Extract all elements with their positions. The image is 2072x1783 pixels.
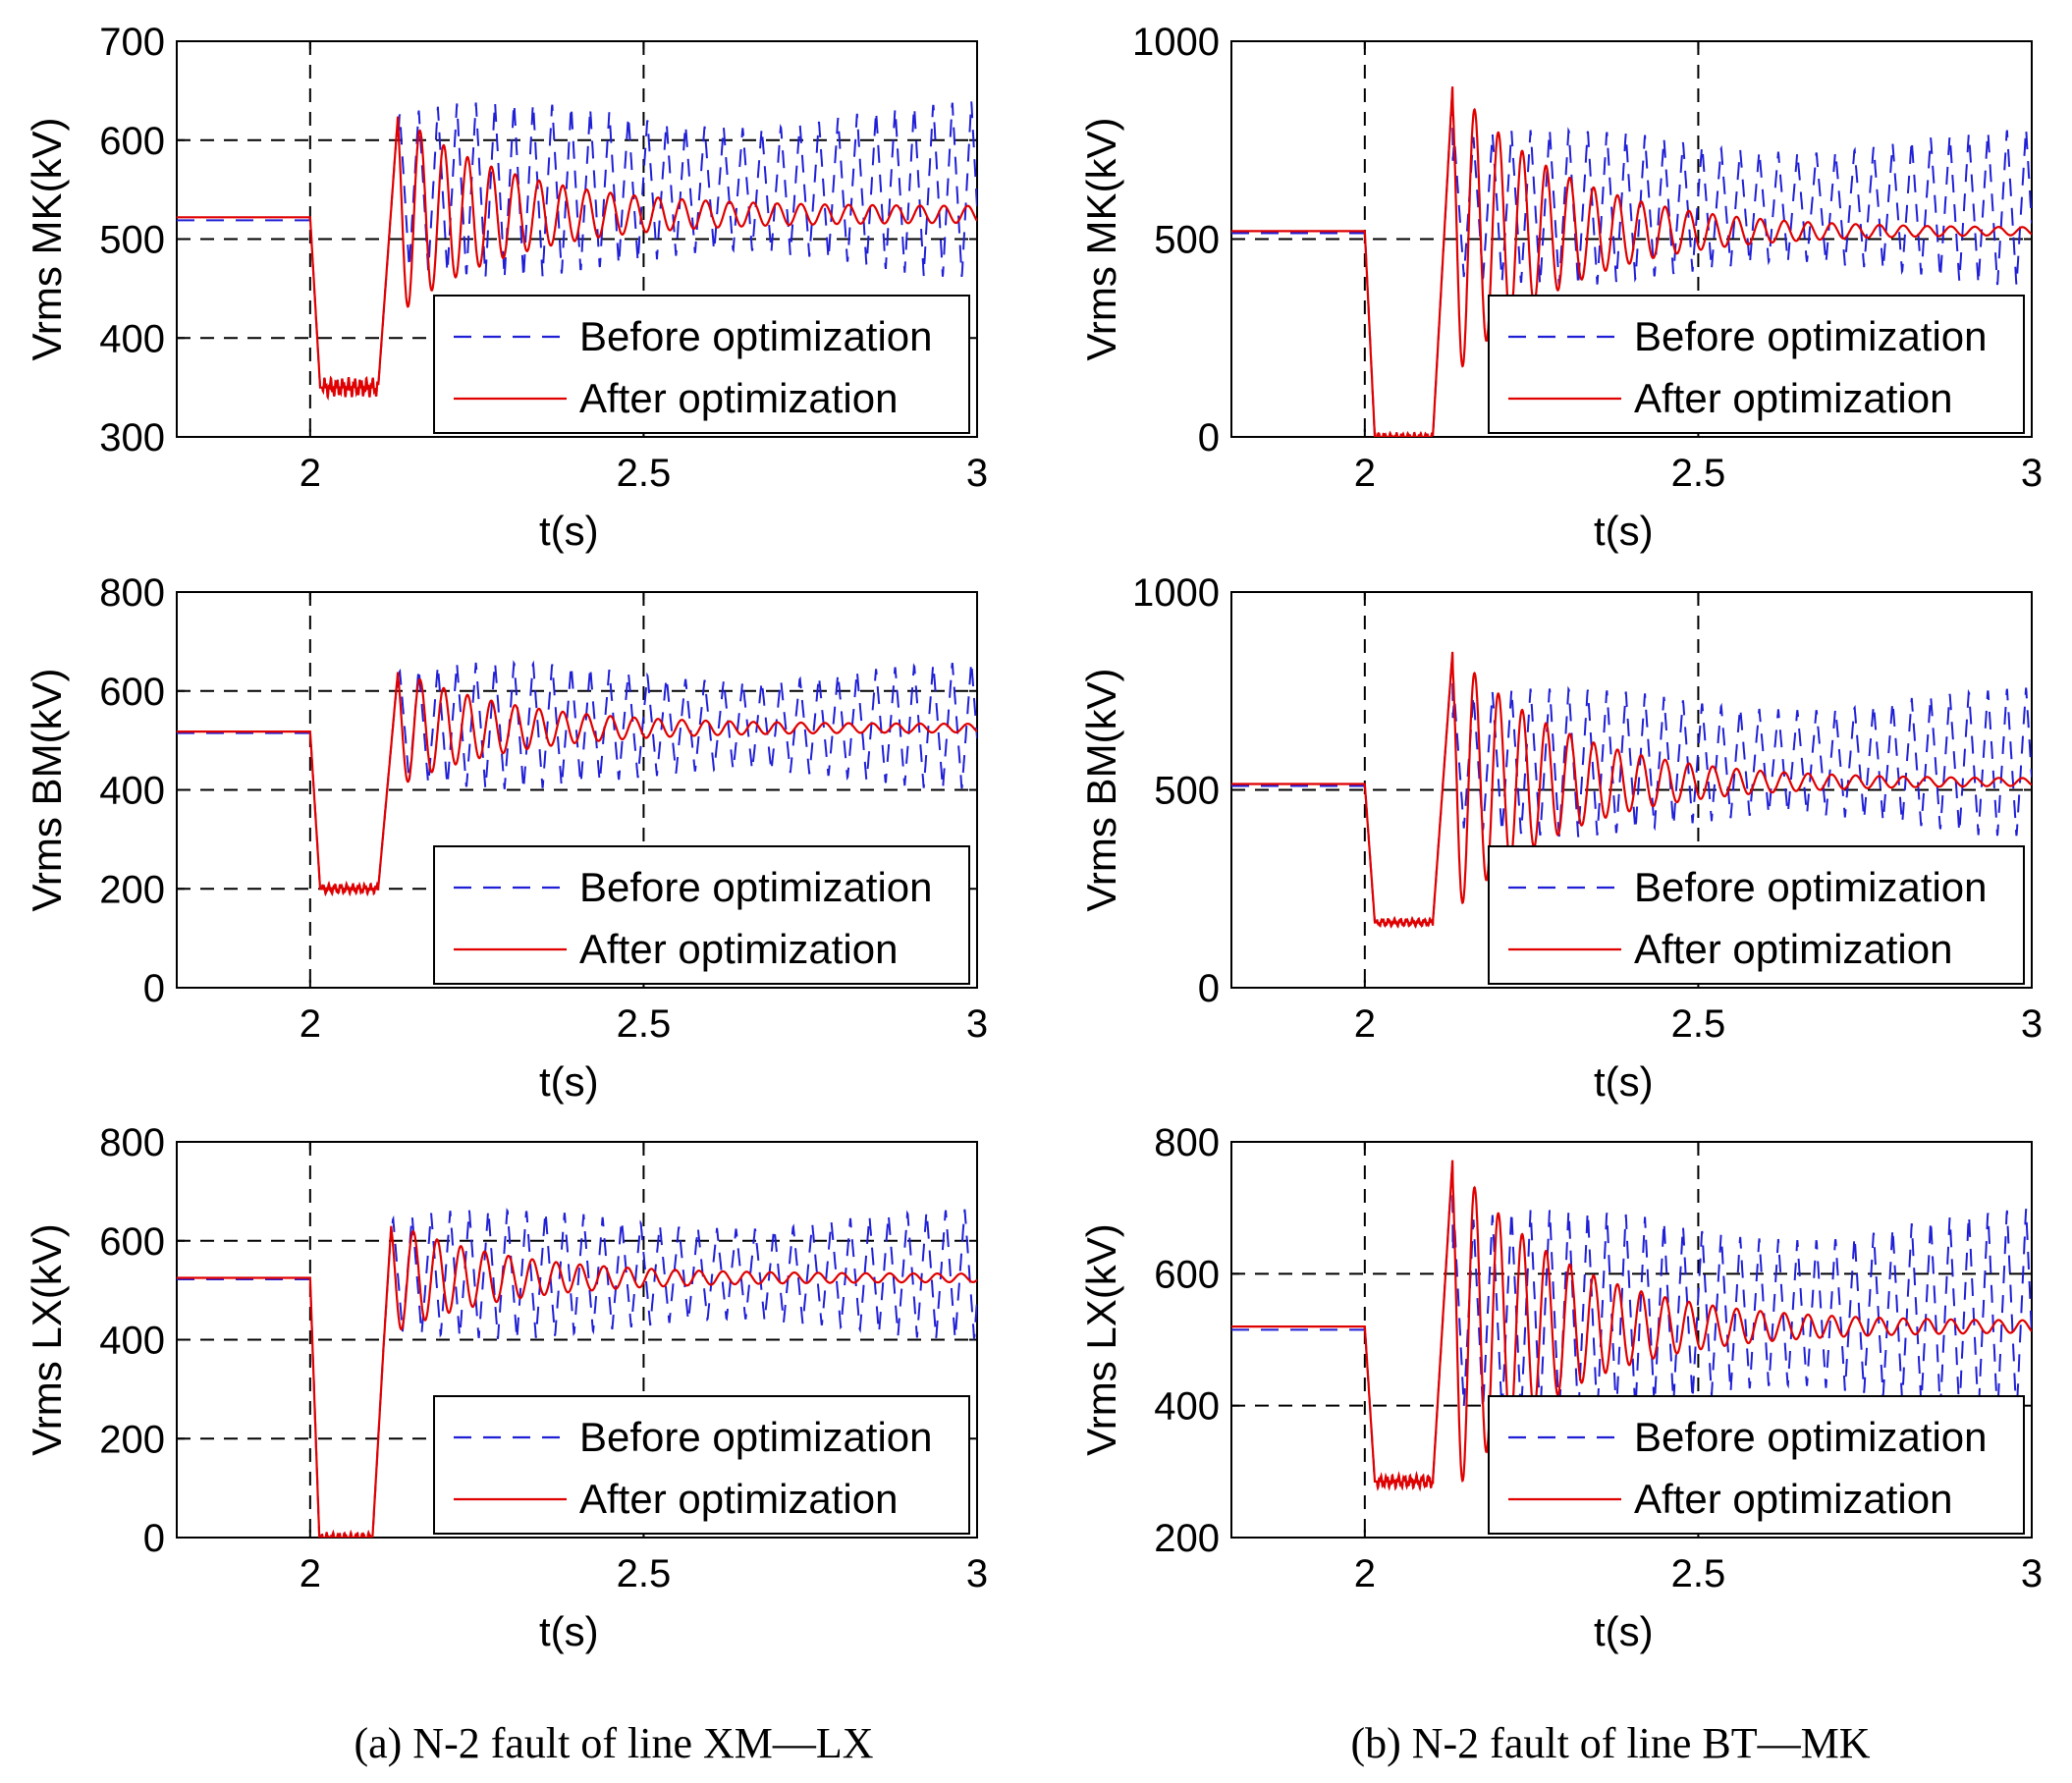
- series-after-optimization: [177, 672, 977, 897]
- x-tick-label: 2: [1354, 1002, 1376, 1046]
- legend-box: [433, 295, 970, 434]
- legend: Before optimization After optimization: [433, 1395, 970, 1535]
- x-axis-label: t(s): [539, 1608, 599, 1654]
- y-tick-label: 200: [99, 868, 165, 911]
- chart-a3: 0 200 400 600 800 2 2.5 3 t(s) Vrms LX(kV) Before …: [24, 1121, 988, 1654]
- legend-box: [433, 1395, 970, 1535]
- y-tick-label: 600: [99, 1220, 165, 1264]
- y-tick-label: 600: [1154, 1253, 1220, 1296]
- caption-right: (b) N-2 fault of line BT—MK: [1350, 1719, 1870, 1767]
- x-tick-label: 2.5: [1671, 1002, 1726, 1046]
- x-axis-label: t(s): [539, 1058, 599, 1105]
- y-tick-label: 0: [1198, 967, 1220, 1010]
- series-after-optimization: [177, 1225, 977, 1538]
- x-tick-label: 3: [966, 452, 988, 495]
- legend: Before optimization After optimization: [1488, 295, 2025, 434]
- legend-box: [1488, 1395, 2025, 1535]
- legend-label-before: Before optimization: [579, 864, 933, 910]
- legend-label-after: After optimization: [579, 1476, 898, 1522]
- x-tick-label: 2.5: [1671, 1552, 1726, 1595]
- x-tick-label: 3: [2021, 1552, 2043, 1595]
- y-tick-label: 800: [99, 1121, 165, 1164]
- x-tick-label: 3: [2021, 452, 2043, 495]
- x-tick-label: 3: [966, 1552, 988, 1595]
- y-axis-label: Vrms LX(kV): [1078, 1223, 1124, 1455]
- legend-label-after: After optimization: [1634, 375, 1952, 421]
- legend-label-after: After optimization: [1634, 926, 1952, 972]
- y-tick-label: 600: [99, 671, 165, 714]
- legend-label-after: After optimization: [1634, 1476, 1952, 1522]
- y-axis-label: Vrms BM(kV): [1078, 668, 1124, 911]
- x-tick-label: 2: [300, 1552, 321, 1595]
- y-tick-label: 300: [99, 416, 165, 459]
- chart-a2: 0 200 400 600 800 2 2.5 3 t(s) Vrms BM(kV) Before …: [24, 571, 988, 1105]
- y-tick-label: 500: [99, 219, 165, 262]
- series-before-optimization: [1231, 1160, 2032, 1492]
- y-tick-label: 400: [99, 317, 165, 360]
- y-tick-label: 500: [1154, 770, 1220, 813]
- y-axis-label: Vrms MK(kV): [24, 117, 70, 360]
- x-axis-label: t(s): [539, 508, 599, 554]
- y-tick-label: 1000: [1132, 571, 1220, 615]
- chart-b2: 0 500 1000 2 2.5 3 t(s) Vrms BM(kV) Before optim…: [1078, 571, 2043, 1105]
- legend: Before optimization After optimization: [1488, 845, 2025, 985]
- x-tick-label: 2.5: [617, 1552, 672, 1595]
- y-axis-label: Vrms BM(kV): [24, 668, 70, 911]
- y-axis-label: Vrms MK(kV): [1078, 117, 1124, 360]
- y-tick-label: 400: [99, 1320, 165, 1363]
- series-after-optimization: [1231, 1160, 2032, 1492]
- legend: Before optimization After optimization: [1488, 1395, 2025, 1535]
- x-tick-label: 2: [1354, 452, 1376, 495]
- plot-frame: [1230, 1141, 2033, 1539]
- legend-label-before: Before optimization: [1634, 313, 1988, 359]
- y-tick-label: 200: [1154, 1517, 1220, 1560]
- legend-box: [1488, 845, 2025, 985]
- y-tick-label: 1000: [1132, 21, 1220, 64]
- legend: Before optimization After optimization: [433, 295, 970, 434]
- x-axis-label: t(s): [1594, 1608, 1654, 1654]
- series-after-optimization: [177, 116, 977, 402]
- x-axis-label: t(s): [1594, 508, 1654, 554]
- chart-a1: 300 400 500 600 700 2 2.5 3 t(s) Vrms MK(kV) Befor…: [24, 21, 988, 554]
- series-after-optimization: [1231, 86, 2032, 437]
- y-tick-label: 600: [99, 120, 165, 163]
- x-tick-label: 2: [1354, 1552, 1376, 1595]
- y-tick-label: 400: [1154, 1385, 1220, 1429]
- y-axis-label: Vrms LX(kV): [24, 1223, 70, 1455]
- legend-label-before: Before optimization: [579, 313, 933, 359]
- y-tick-label: 0: [143, 967, 165, 1010]
- legend-label-before: Before optimization: [1634, 1414, 1988, 1460]
- y-tick-label: 500: [1154, 219, 1220, 262]
- series-before-optimization: [177, 101, 977, 401]
- y-tick-label: 0: [143, 1517, 165, 1560]
- chart-b3: 200 400 600 800 2 2.5 3 t(s) Vrms LX(kV) Before o…: [1078, 1121, 2043, 1654]
- legend-label-before: Before optimization: [1634, 864, 1988, 910]
- x-tick-label: 2.5: [1671, 452, 1726, 495]
- legend: Before optimization After optimization: [433, 845, 970, 985]
- caption-left: (a) N-2 fault of line XM—LX: [354, 1719, 873, 1767]
- x-tick-label: 2: [300, 452, 321, 495]
- x-tick-label: 3: [966, 1002, 988, 1046]
- x-axis-label: t(s): [1594, 1058, 1654, 1105]
- y-tick-label: 800: [1154, 1121, 1220, 1164]
- legend-label-before: Before optimization: [579, 1414, 933, 1460]
- legend-label-after: After optimization: [579, 375, 898, 421]
- y-tick-label: 200: [99, 1418, 165, 1461]
- legend-box: [433, 845, 970, 985]
- legend-box: [1488, 295, 2025, 434]
- y-tick-label: 0: [1198, 416, 1220, 459]
- y-tick-label: 800: [99, 571, 165, 615]
- chart-b1: 0 500 1000 2 2.5 3 t(s) Vrms MK(kV) Before optim…: [1078, 21, 2043, 554]
- y-tick-label: 700: [99, 21, 165, 64]
- legend-label-after: After optimization: [579, 926, 898, 972]
- y-tick-label: 400: [99, 770, 165, 813]
- x-tick-label: 2: [300, 1002, 321, 1046]
- x-tick-label: 2.5: [617, 452, 672, 495]
- x-tick-label: 3: [2021, 1002, 2043, 1046]
- series-after-optimization: [1231, 651, 2032, 930]
- x-tick-label: 2.5: [617, 1002, 672, 1046]
